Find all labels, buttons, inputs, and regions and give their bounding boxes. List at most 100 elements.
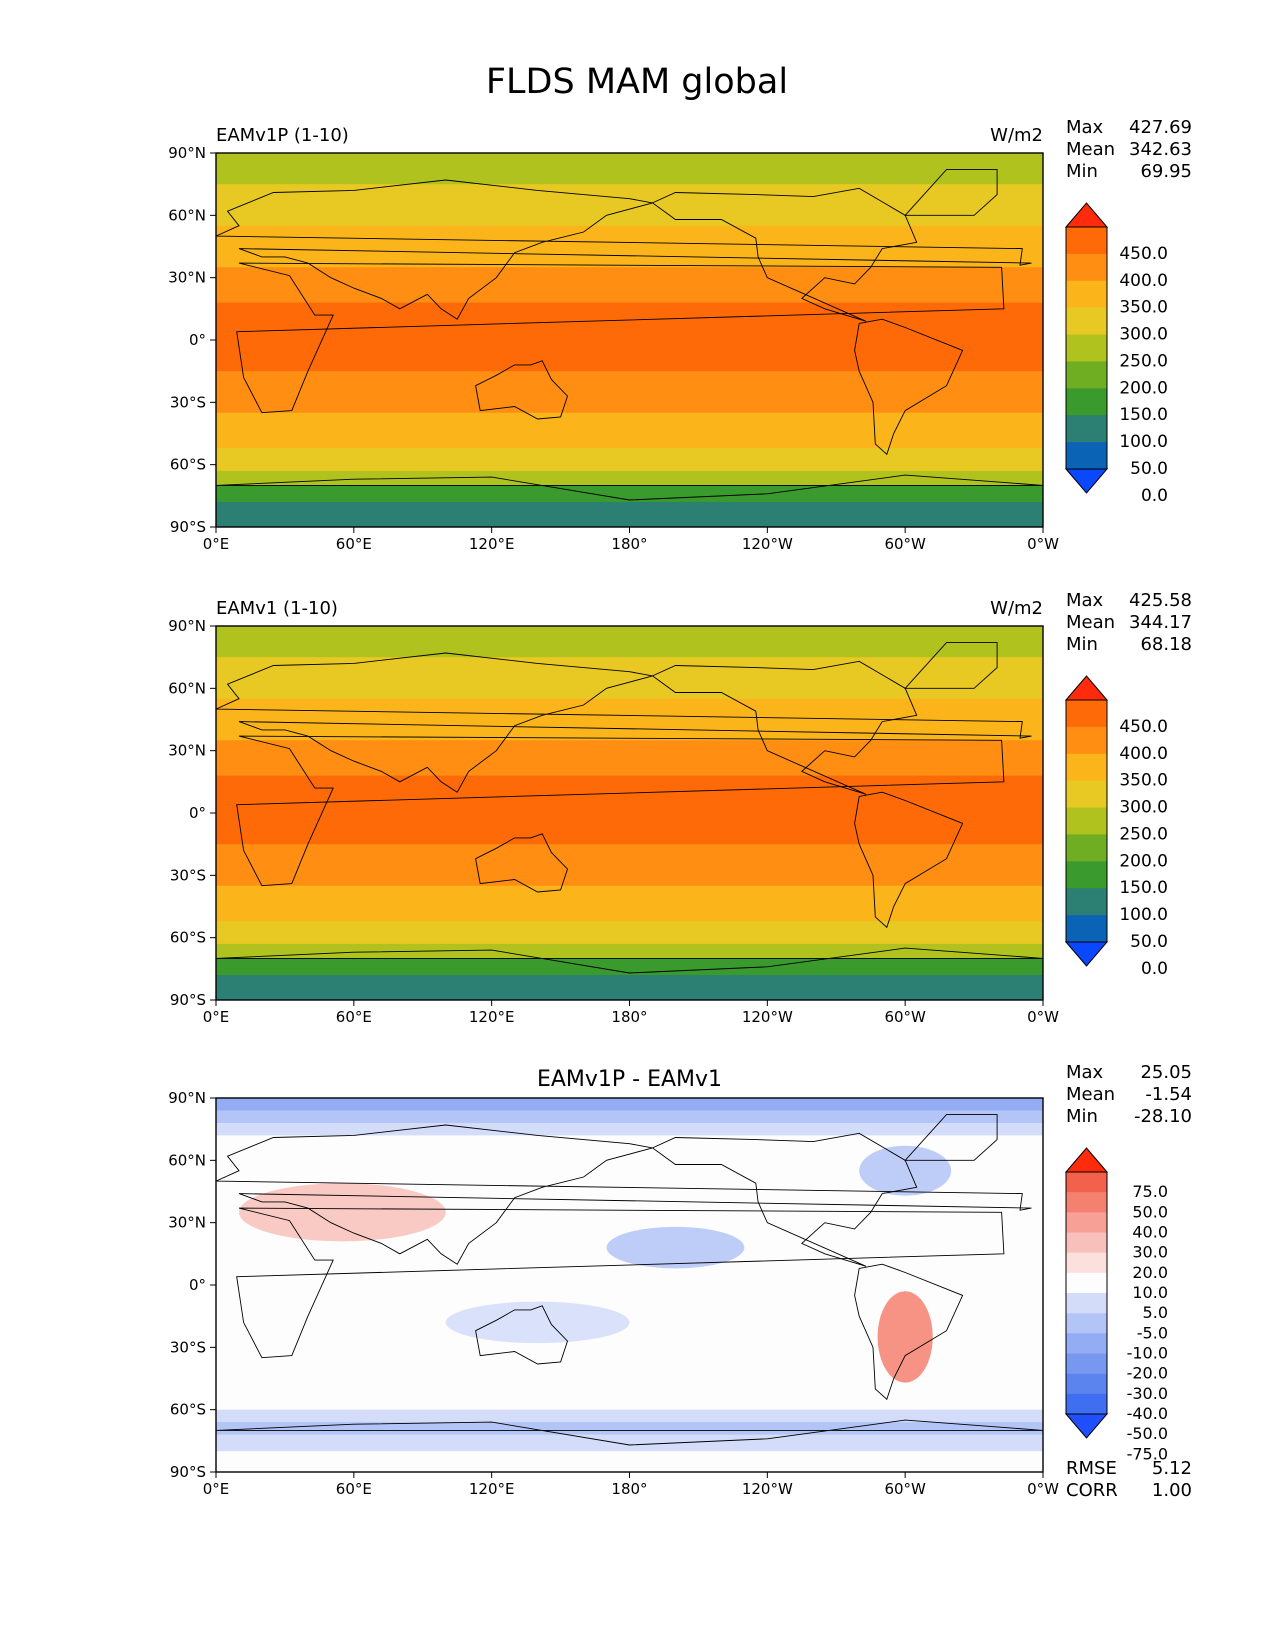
coastline-3	[651, 187, 918, 322]
colorbar-tick-label: 400.0	[1119, 744, 1168, 764]
colorbar-tick-label: -30.0	[1127, 1384, 1168, 1403]
field-band-0	[216, 626, 1043, 658]
lon-tick-label: 0°E	[203, 535, 230, 553]
coastline-0	[236, 262, 1005, 414]
colorbar-tick-label: 150.0	[1119, 878, 1168, 898]
colorbar-box	[1066, 888, 1107, 916]
coastline-1	[216, 179, 1032, 320]
field-band-6	[216, 1434, 1043, 1452]
stat-value: 344.17	[1129, 612, 1192, 633]
lon-tick-label: 180°	[611, 1008, 647, 1026]
coastline-5	[904, 1114, 998, 1161]
coastline-1	[216, 1124, 1032, 1265]
stat-label: Mean	[1066, 1084, 1115, 1105]
colorbar-box	[1066, 1313, 1107, 1334]
field-band-8	[216, 943, 1043, 959]
figure-title: FLDS MAM global	[486, 62, 788, 102]
colorbar-tick-label: 200.0	[1119, 378, 1168, 398]
panel-2: 0°E 60°E 120°E 180° 120°W 60°W 0°W 90°N 60°N 30°N…	[168, 590, 1192, 1026]
field-band-10	[216, 975, 1043, 1000]
colorbar-box	[1066, 415, 1107, 443]
colorbar-tick-label: -50.0	[1127, 1424, 1168, 1443]
colorbar-tick-label: 50.0	[1130, 932, 1168, 952]
colorbar-box	[1066, 834, 1107, 862]
coastline-6	[216, 474, 1043, 501]
footer-stat-value: 1.00	[1152, 1480, 1192, 1501]
lat-tick-label: 30°S	[170, 866, 206, 884]
colorbar-box	[1066, 861, 1107, 889]
anomaly-blob-1	[238, 1183, 446, 1242]
colorbar-tick-label: 400.0	[1119, 271, 1168, 291]
coastline-5	[904, 642, 998, 689]
colorbar-tick-label: 5.0	[1143, 1303, 1168, 1322]
anomaly-blob-2	[606, 1226, 745, 1269]
lon-tick-label: 60°W	[884, 1008, 926, 1026]
lon-tick-label: 0°E	[203, 1480, 230, 1498]
lon-tick-label: 180°	[611, 1480, 647, 1498]
colorbar-tick-label: 0.0	[1141, 486, 1168, 506]
field-band-5	[216, 844, 1043, 887]
colorbar-tick-label: 50.0	[1130, 459, 1168, 479]
lat-tick-label: 30°N	[168, 269, 206, 287]
stat-value: 342.63	[1129, 139, 1192, 160]
colorbar-box	[1066, 1172, 1107, 1193]
colorbar-box	[1066, 1252, 1107, 1274]
lat-tick-label: 60°N	[168, 1151, 206, 1169]
field-band-0	[216, 1098, 1043, 1111]
field-band-9	[216, 485, 1043, 503]
colorbar-tick-label: -10.0	[1127, 1344, 1168, 1363]
colorbar-box	[1066, 700, 1107, 728]
lon-tick-label: 120°E	[469, 1008, 515, 1026]
colorbar-box	[1066, 1272, 1107, 1294]
lat-tick-label: 60°S	[170, 929, 206, 947]
colorbar-tick-label: -75.0	[1127, 1444, 1168, 1463]
colorbar-tick-label: 100.0	[1119, 905, 1168, 925]
field-band-8	[216, 470, 1043, 486]
lon-tick-label: 0°W	[1027, 1480, 1059, 1498]
units-label: W/m2	[990, 598, 1043, 619]
map-field	[216, 153, 1043, 527]
colorbar-frame	[1065, 226, 1108, 470]
colorbar-tick-label: 0.0	[1141, 959, 1168, 979]
field-band-6	[216, 885, 1043, 922]
lat-tick-label: 30°S	[170, 1338, 206, 1356]
colorbar-extend-top	[1064, 1147, 1109, 1173]
field-band-7	[216, 1451, 1043, 1472]
coastline-4	[854, 1263, 964, 1401]
coastline-5	[904, 169, 998, 216]
lat-tick-label: 30°N	[168, 742, 206, 760]
colorbar-tick-label: 40.0	[1132, 1223, 1168, 1242]
lat-tick-label: 0°	[189, 804, 206, 822]
panel-3: 0°E 60°E 120°E 180° 120°W 60°W 0°W 90°N 60°N 30°N…	[168, 1062, 1192, 1501]
colorbar-box	[1066, 1373, 1107, 1395]
lat-tick-label: 90°S	[170, 518, 206, 536]
lat-tick-label: 60°S	[170, 1401, 206, 1419]
stat-label: Min	[1066, 634, 1098, 655]
colorbar-tick-label: 250.0	[1119, 824, 1168, 844]
stat-label: Min	[1066, 1106, 1098, 1127]
colorbar-tick-label: 350.0	[1119, 771, 1168, 791]
field-band-9	[216, 958, 1043, 976]
field-band-3	[216, 267, 1043, 304]
lon-tick-label: 120°W	[742, 1008, 793, 1026]
lon-tick-label: 120°E	[469, 1480, 515, 1498]
colorbar-box	[1066, 1232, 1107, 1253]
stat-label: Max	[1066, 117, 1104, 138]
stat-value: 425.58	[1129, 590, 1192, 611]
colorbar-tick-label: 350.0	[1119, 298, 1168, 318]
colorbar-box	[1066, 1393, 1107, 1415]
lat-tick-label: 90°N	[168, 617, 206, 635]
lon-tick-label: 60°E	[336, 1008, 372, 1026]
anomaly-blob-4	[859, 1145, 952, 1196]
colorbar-tick-label: 50.0	[1132, 1202, 1168, 1221]
footer-stat-label: RMSE	[1066, 1458, 1117, 1479]
colorbar-extend-top	[1064, 202, 1109, 228]
panel-title: EAMv1P (1-10)	[216, 125, 349, 146]
colorbar-box	[1066, 807, 1107, 835]
lon-tick-label: 120°W	[742, 535, 793, 553]
lat-tick-label: 60°S	[170, 456, 206, 474]
map-field	[216, 626, 1043, 1000]
lat-tick-label: 90°N	[168, 1089, 206, 1107]
colorbar-box	[1066, 307, 1107, 335]
lat-tick-label: 30°N	[168, 1214, 206, 1232]
